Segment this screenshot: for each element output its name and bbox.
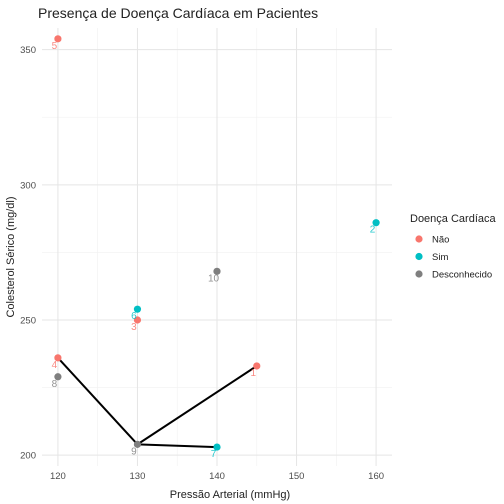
y-tick-label: 250 [20, 316, 36, 327]
data-points [54, 35, 380, 451]
y-axis-ticks: 200 250 300 350 [20, 45, 36, 462]
data-point [54, 354, 62, 362]
point-label: 2 [370, 225, 376, 236]
data-point [54, 35, 62, 43]
data-point [372, 219, 380, 227]
data-point [253, 362, 261, 370]
y-tick-label: 300 [20, 180, 36, 191]
point-label: 1 [250, 368, 256, 379]
data-point [54, 373, 62, 381]
connector-lines [56, 356, 258, 449]
x-tick-label: 120 [50, 471, 66, 482]
point-label: 7 [211, 449, 217, 460]
point-label: 5 [52, 41, 58, 52]
x-tick-label: 130 [130, 471, 146, 482]
point-labels: 1 2 3 4 5 6 7 8 9 10 [52, 41, 376, 460]
connector-segment [56, 356, 139, 446]
connector-segment [136, 443, 218, 449]
x-tick-label: 140 [209, 471, 225, 482]
x-axis-label: Pressão Arterial (mmHg) [170, 489, 290, 501]
data-point [133, 305, 142, 313]
data-point [133, 440, 142, 448]
point-label: 10 [208, 273, 220, 284]
legend-key [415, 270, 423, 278]
y-tick-label: 350 [20, 45, 36, 56]
data-point [213, 267, 221, 275]
y-axis-label: Colesterol Sérico (mg/dl) [5, 196, 17, 317]
legend-label: Desconhecido [432, 270, 492, 281]
x-axis-ticks: 120 130 140 150 160 [50, 471, 384, 482]
connector-segment [136, 364, 258, 446]
point-label: 4 [52, 360, 58, 371]
point-label: 6 [131, 311, 137, 322]
legend-title: Doença Cardíaca [410, 213, 496, 225]
point-label: 8 [52, 379, 58, 390]
chart-title: Presença de Doença Cardíaca em Pacientes [38, 5, 318, 21]
legend-label: Não [432, 235, 449, 246]
x-tick-label: 160 [368, 471, 384, 482]
point-label: 3 [131, 322, 137, 333]
legend-key [415, 235, 423, 243]
data-point [213, 443, 221, 451]
point-label: 9 [131, 446, 137, 457]
x-tick-label: 150 [289, 471, 305, 482]
y-tick-label: 200 [20, 451, 36, 462]
legend-label: Sim [432, 252, 448, 263]
data-point [133, 316, 142, 324]
legend: Doença Cardíaca Não Sim Desconhecido [410, 213, 496, 281]
legend-key [415, 252, 423, 261]
